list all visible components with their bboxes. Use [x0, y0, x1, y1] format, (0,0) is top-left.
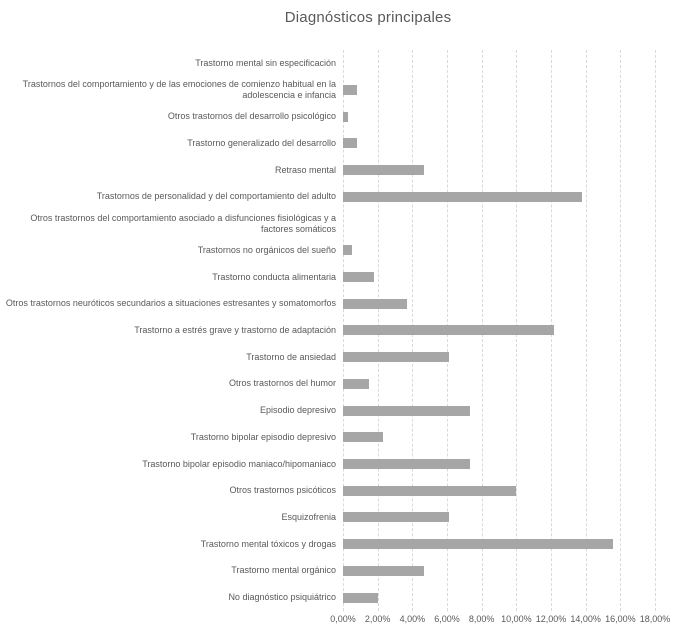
chart-row: Otros trastornos del comportamiento asoc…	[0, 210, 655, 237]
bar	[343, 378, 369, 389]
category-label: Trastorno mental orgánico	[231, 565, 336, 576]
category-label: Otros trastornos del comportamiento asoc…	[30, 212, 336, 234]
category-label: Trastorno conducta alimentaria	[212, 271, 336, 282]
chart-row: Trastornos de personalidad y del comport…	[0, 184, 655, 211]
x-tick-label: 8,00%	[468, 614, 495, 624]
bar	[343, 325, 555, 336]
bar-track	[343, 130, 655, 157]
bar	[343, 592, 378, 603]
x-tick-label: 14,00%	[570, 614, 601, 624]
chart-row: Trastornos del comportamiento y de las e…	[0, 77, 655, 104]
category-label: Trastorno bipolar episodio depresivo	[190, 431, 336, 442]
bar-track	[343, 157, 655, 184]
category-label: Episodio depresivo	[259, 405, 336, 416]
chart-row: Trastorno mental tóxicos y drogas	[0, 531, 655, 558]
category-label: No diagnóstico psiquiátrico	[228, 592, 336, 603]
gridline	[655, 50, 656, 611]
chart-row: Trastorno de ansiedad	[0, 344, 655, 371]
bar-track	[343, 477, 655, 504]
bar	[343, 485, 517, 496]
chart-row: Trastorno mental sin especificación	[0, 50, 655, 77]
chart-row: Trastorno generalizado del desarrollo	[0, 130, 655, 157]
bar	[343, 138, 357, 149]
bar	[343, 298, 408, 309]
bar-track	[343, 451, 655, 478]
bar-track	[343, 317, 655, 344]
bar	[343, 111, 349, 122]
bar-track	[343, 264, 655, 291]
chart-row: Retraso mental	[0, 157, 655, 184]
chart-title: Diagnósticos principales	[284, 9, 452, 26]
chart-row: Trastorno bipolar episodio maniaco/hipom…	[0, 451, 655, 478]
category-label: Trastorno a estrés grave y trastorno de …	[134, 324, 336, 335]
bar-track	[343, 584, 655, 611]
bar	[343, 565, 425, 576]
bar-track	[343, 397, 655, 424]
bar	[343, 352, 449, 363]
bar	[343, 539, 614, 550]
x-axis: 0,00% 2,00% 4,00% 6,00% 8,00% 10,00% 12,00% 14,…	[330, 614, 670, 628]
bar-track	[343, 50, 655, 77]
category-label: Retraso mental	[274, 164, 336, 175]
category-label: Otros trastornos del humor	[228, 378, 336, 389]
bar	[343, 272, 375, 283]
category-label: Otros trastornos psicóticos	[229, 485, 336, 496]
bar	[343, 85, 357, 96]
gridline	[585, 50, 587, 611]
bar-rows: Trastorno mental sin especificación Trast…	[0, 50, 655, 611]
bar	[343, 405, 470, 416]
bar	[343, 191, 583, 202]
bar	[343, 432, 383, 443]
bar-track	[343, 424, 655, 451]
x-tick-label: 2,00%	[364, 614, 391, 624]
bar-track	[343, 237, 655, 264]
chart-row: No diagnóstico psiquiátrico	[0, 584, 655, 611]
x-tick-label: 16,00%	[605, 614, 636, 624]
bar	[343, 165, 425, 176]
x-tick-label: 6,00%	[434, 614, 460, 624]
category-label: Otros trastornos del desarrollo psicológ…	[167, 111, 336, 122]
category-label: Trastorno mental tóxicos y drogas	[200, 538, 336, 549]
chart-row: Trastornos no orgánicos del sueño	[0, 237, 655, 264]
chart-row: Trastorno conducta alimentaria	[0, 264, 655, 291]
category-label: Trastorno de ansiedad	[246, 351, 336, 362]
bar-track	[343, 290, 655, 317]
category-label: Trastornos no orgánicos del sueño	[197, 244, 336, 255]
x-tick-label: 10,00%	[501, 614, 532, 624]
category-label: Otros trastornos neuróticos secundarios …	[5, 298, 336, 309]
bar-track	[343, 371, 655, 398]
chart-row: Otros trastornos psicóticos	[0, 477, 655, 504]
chart-row: Trastorno bipolar episodio depresivo	[0, 424, 655, 451]
gridline	[620, 50, 622, 611]
bar-track	[343, 558, 655, 585]
chart-row: Otros trastornos del desarrollo psicológ…	[0, 103, 655, 130]
category-label: Trastornos del comportamiento y de las e…	[22, 79, 336, 101]
category-label: Trastorno bipolar episodio maniaco/hipom…	[142, 458, 336, 469]
chart-row: Esquizofrenia	[0, 504, 655, 531]
category-label: Trastorno generalizado del desarrollo	[187, 137, 336, 148]
bar-track	[343, 344, 655, 371]
x-tick-label: 18,00%	[639, 614, 671, 624]
category-label: Trastornos de personalidad y del comport…	[96, 191, 336, 202]
chart-row: Episodio depresivo	[0, 397, 655, 424]
bar-track	[343, 210, 655, 237]
bar-track	[343, 103, 655, 130]
x-tick-label: 12,00%	[535, 614, 567, 624]
chart-row: Otros trastornos neuróticos secundarios …	[0, 290, 655, 317]
x-tick-label: 4,00%	[399, 614, 426, 624]
bar-track	[343, 531, 655, 558]
chart-row: Trastorno a estrés grave y trastorno de …	[0, 317, 655, 344]
chart-row: Otros trastornos del humor	[0, 371, 655, 398]
bar	[343, 512, 449, 523]
bar-track	[343, 77, 655, 104]
bar	[343, 245, 352, 256]
bar-track	[343, 504, 655, 531]
category-label: Trastorno mental sin especificación	[195, 57, 336, 68]
category-label: Esquizofrenia	[281, 511, 336, 522]
bar-track	[343, 184, 655, 211]
chart-row: Trastorno mental orgánico	[0, 558, 655, 585]
bar	[343, 459, 470, 470]
x-tick-label: 0,00%	[330, 614, 356, 624]
